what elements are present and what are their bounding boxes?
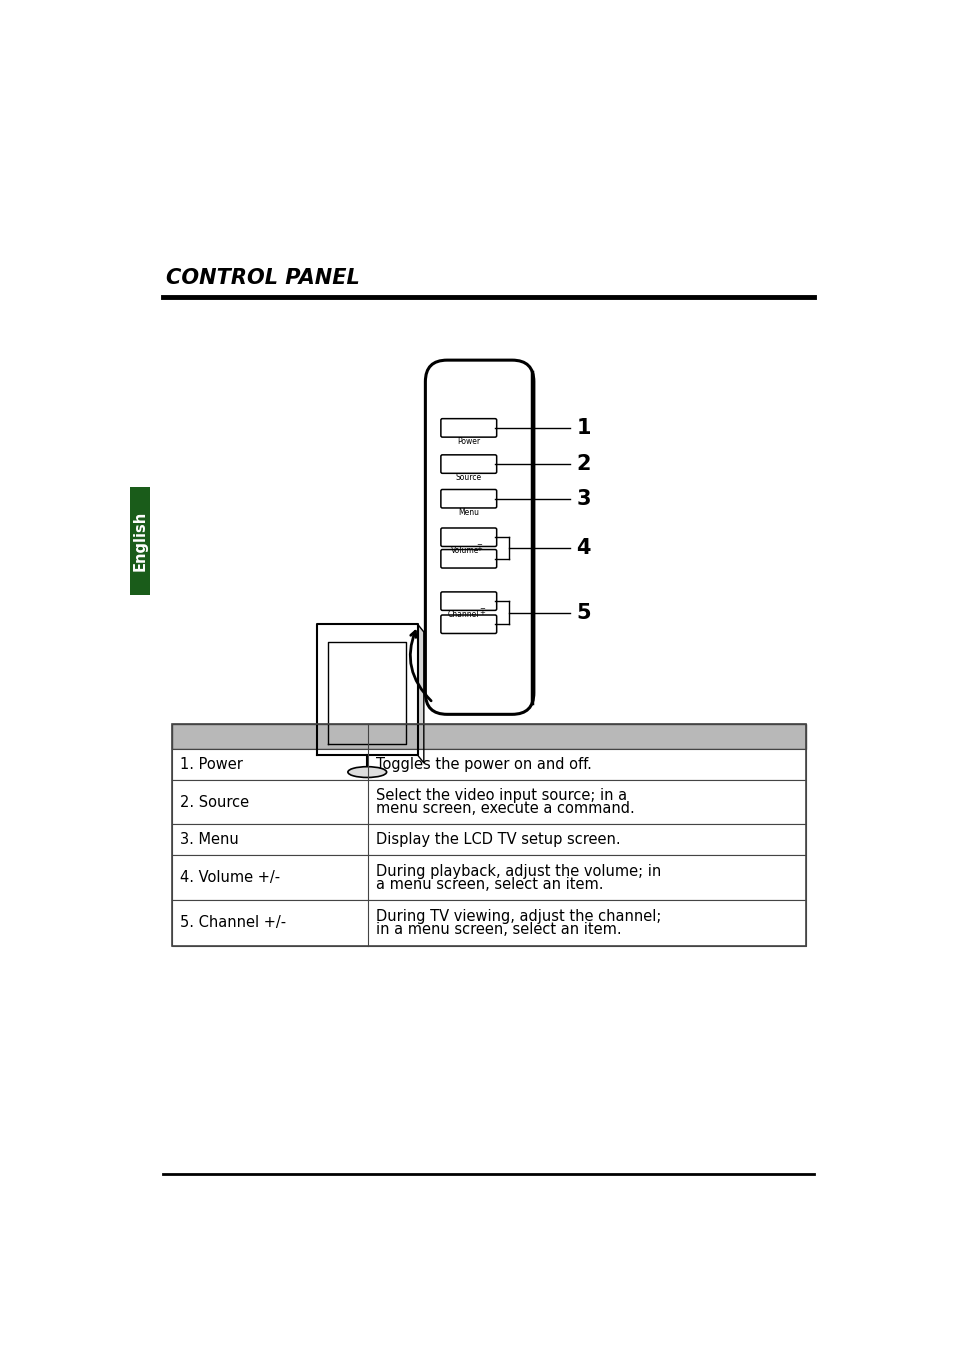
Text: Menu: Menu — [457, 508, 478, 516]
Text: During TV viewing, adjust the channel;: During TV viewing, adjust the channel; — [375, 909, 660, 923]
Ellipse shape — [348, 767, 386, 777]
FancyBboxPatch shape — [440, 529, 497, 546]
FancyBboxPatch shape — [440, 454, 497, 473]
FancyBboxPatch shape — [172, 825, 805, 856]
Text: 1: 1 — [576, 418, 590, 438]
Text: Volume: Volume — [450, 546, 478, 556]
Text: 1. Power: 1. Power — [179, 757, 242, 772]
Text: 2. Source: 2. Source — [179, 795, 249, 810]
Text: 3: 3 — [576, 488, 590, 508]
Text: Select the video input source; in a: Select the video input source; in a — [375, 788, 626, 803]
Text: −: − — [478, 606, 484, 611]
Text: in a menu screen, select an item.: in a menu screen, select an item. — [375, 922, 620, 937]
Text: Toggles the power on and off.: Toggles the power on and off. — [375, 757, 591, 772]
Text: CONTROL PANEL: CONTROL PANEL — [166, 268, 359, 288]
FancyBboxPatch shape — [440, 615, 497, 634]
FancyBboxPatch shape — [425, 360, 534, 714]
Text: 4: 4 — [576, 538, 590, 558]
FancyBboxPatch shape — [440, 489, 497, 508]
FancyBboxPatch shape — [172, 780, 805, 825]
FancyBboxPatch shape — [130, 487, 150, 595]
Text: 5. Channel +/-: 5. Channel +/- — [179, 915, 286, 930]
Text: +: + — [476, 546, 482, 553]
FancyBboxPatch shape — [440, 592, 497, 610]
Text: 5: 5 — [576, 603, 591, 623]
Text: menu screen, execute a command.: menu screen, execute a command. — [375, 802, 634, 817]
FancyBboxPatch shape — [172, 749, 805, 780]
Text: 2: 2 — [576, 454, 590, 475]
Text: English: English — [132, 511, 148, 571]
Text: +: + — [478, 610, 484, 617]
FancyBboxPatch shape — [440, 419, 497, 437]
Text: Power: Power — [456, 437, 479, 446]
Text: Display the LCD TV setup screen.: Display the LCD TV setup screen. — [375, 833, 619, 848]
Polygon shape — [417, 625, 423, 763]
Text: Channel: Channel — [447, 610, 478, 619]
FancyBboxPatch shape — [440, 549, 497, 568]
Text: a menu screen, select an item.: a menu screen, select an item. — [375, 876, 602, 891]
Text: During playback, adjust the volume; in: During playback, adjust the volume; in — [375, 864, 660, 879]
Text: −: − — [476, 542, 482, 548]
FancyBboxPatch shape — [172, 725, 805, 749]
Text: Source: Source — [456, 473, 481, 483]
Text: 3. Menu: 3. Menu — [179, 833, 238, 848]
Text: 4. Volume +/-: 4. Volume +/- — [179, 871, 279, 886]
FancyBboxPatch shape — [172, 900, 805, 946]
FancyBboxPatch shape — [172, 856, 805, 900]
